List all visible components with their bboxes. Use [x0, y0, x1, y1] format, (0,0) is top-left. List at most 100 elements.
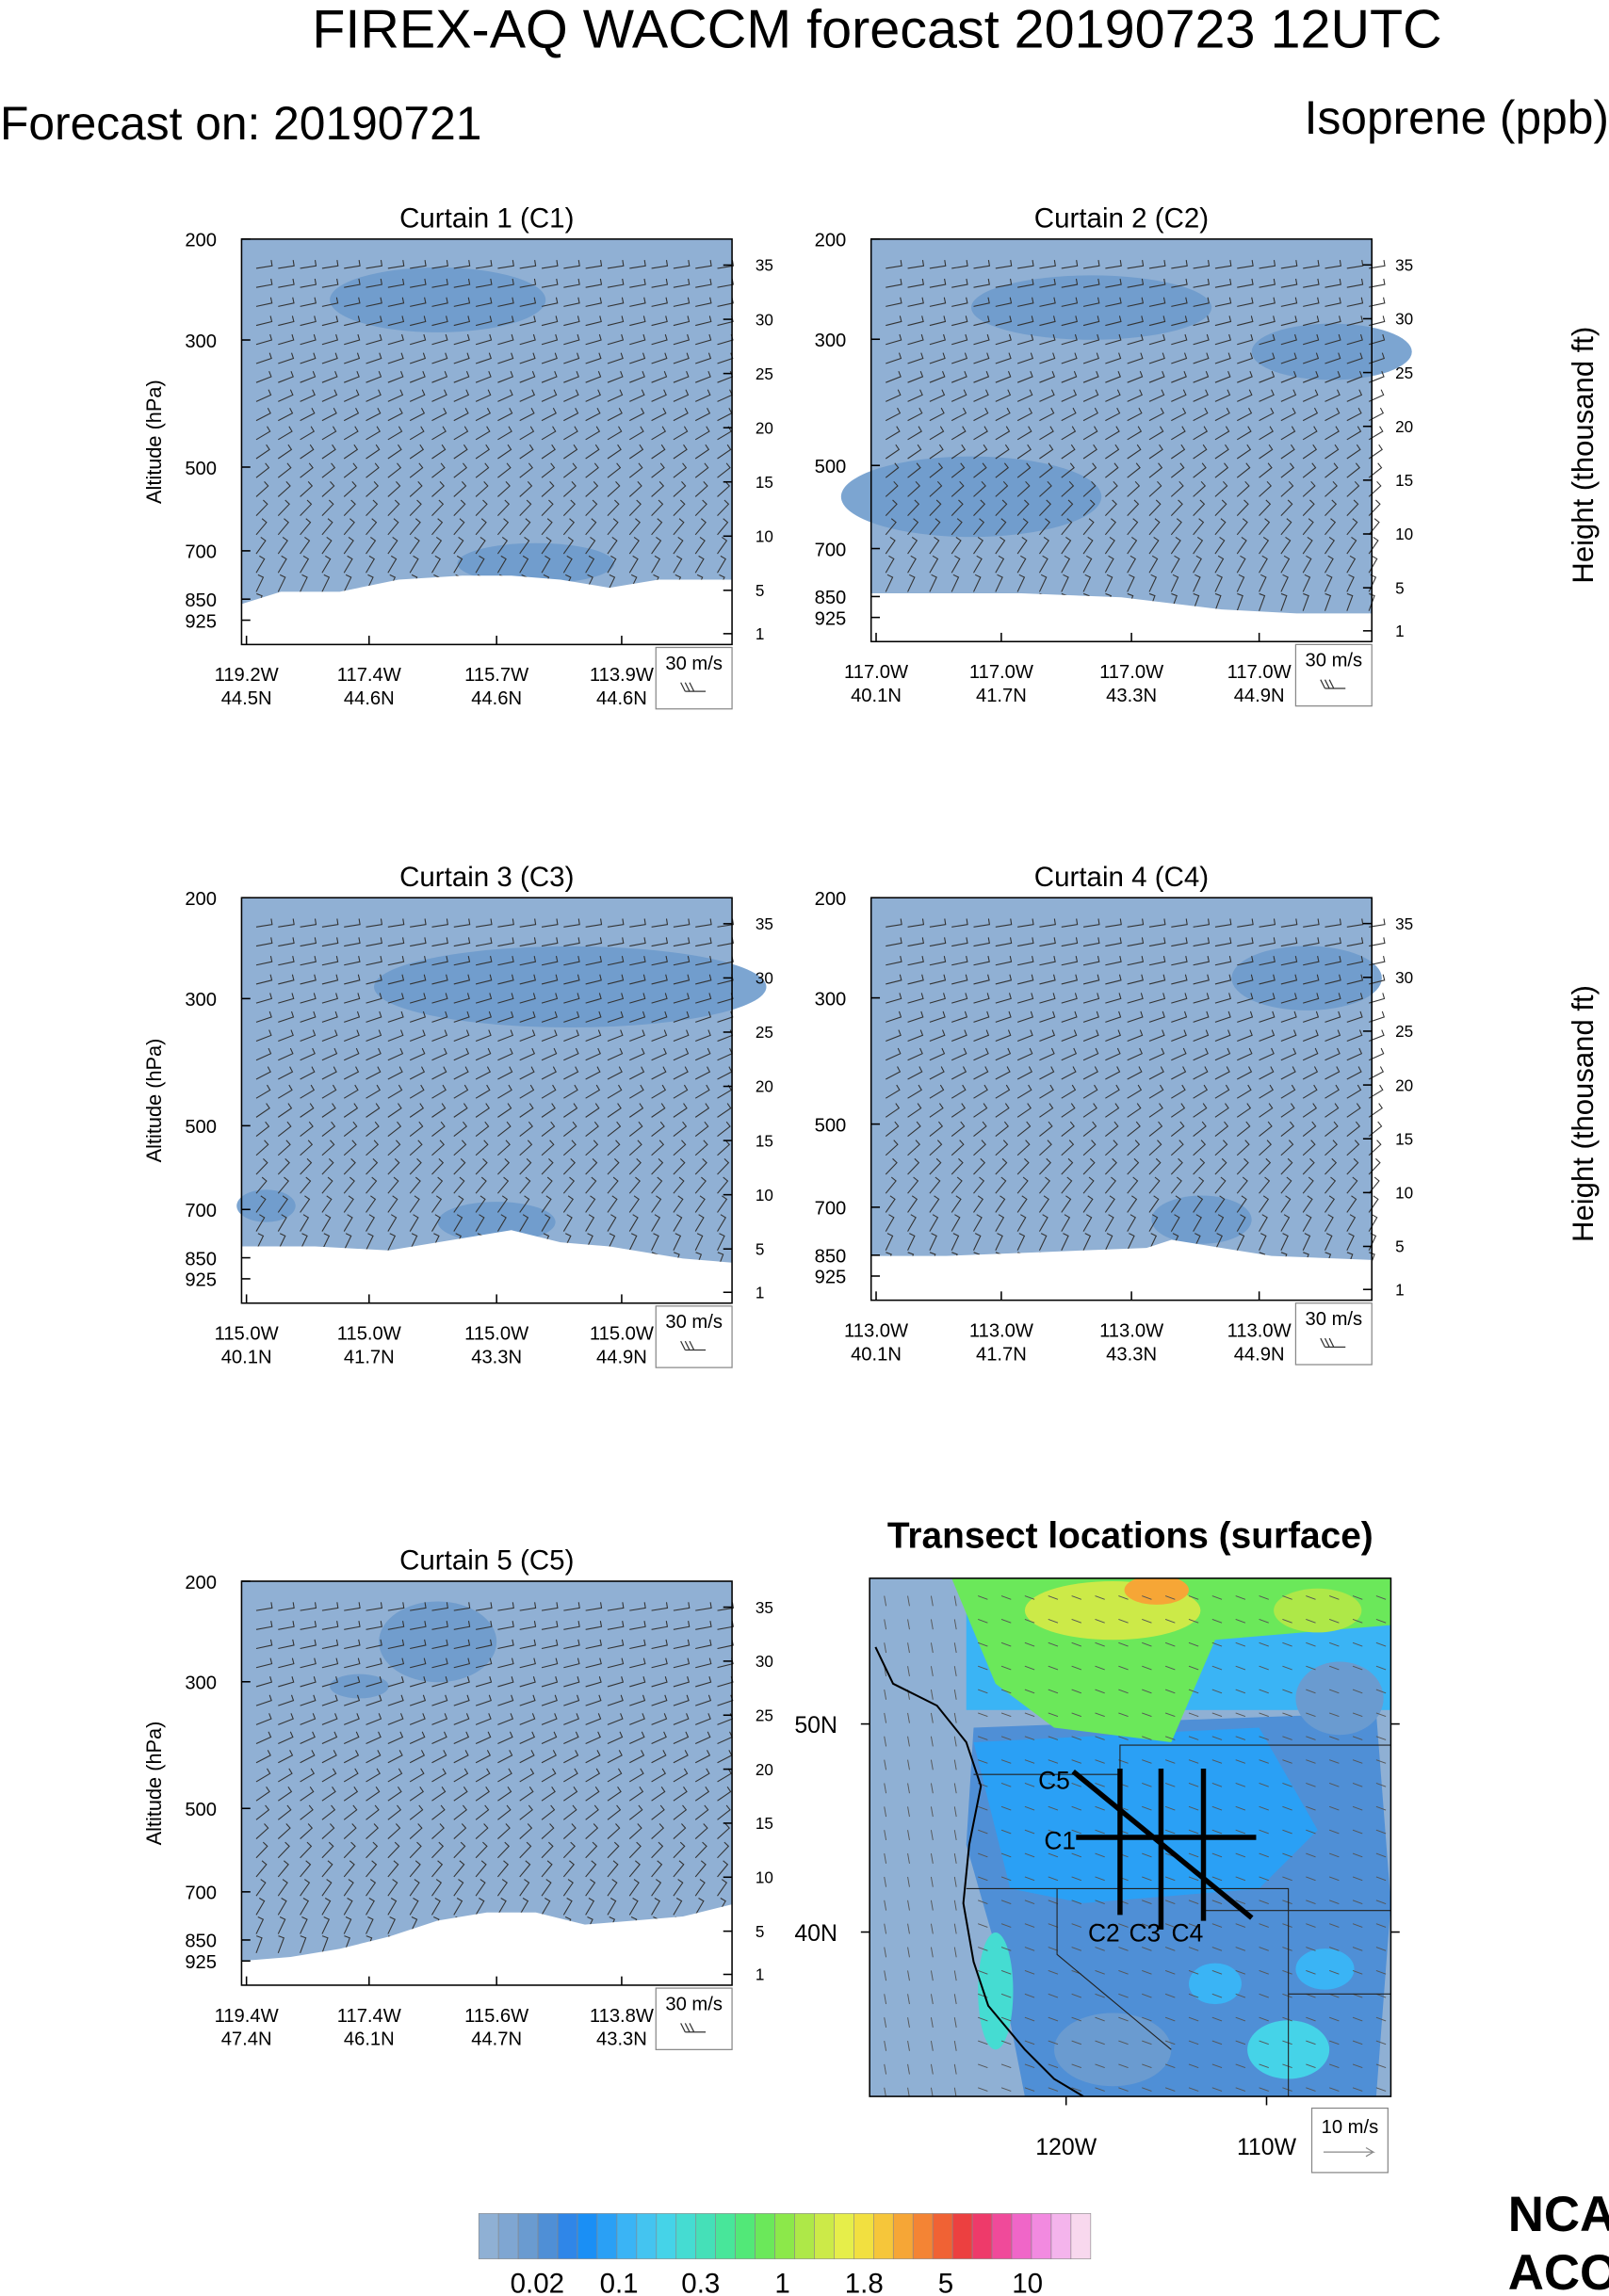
wind-barb	[1368, 444, 1383, 460]
wind-arrow	[1048, 1852, 1059, 1858]
wind-barb	[1104, 1157, 1117, 1175]
panel-title: Curtain 4 (C4)	[1034, 862, 1209, 893]
wind-barb	[1039, 1029, 1056, 1043]
colorbar-box	[873, 2213, 894, 2259]
wind-arrow	[1048, 2040, 1059, 2045]
wind-barb	[607, 278, 625, 288]
terrain	[241, 1230, 733, 1303]
wind-barb	[1016, 1233, 1026, 1252]
wind-barb	[651, 499, 664, 516]
wind-barb	[1259, 1084, 1274, 1099]
wind-barb	[431, 333, 448, 346]
wind-barb	[1171, 1029, 1187, 1043]
wind-barb	[1039, 1047, 1055, 1061]
wind-barb	[929, 352, 946, 364]
wind-barb	[1346, 1066, 1362, 1080]
wind-barb	[651, 1676, 668, 1688]
wind-barb	[1082, 370, 1099, 383]
wind-barb	[1171, 1047, 1187, 1061]
wind-barb	[255, 1787, 270, 1802]
wind-arrow	[884, 2040, 887, 2051]
wind-barb	[475, 1029, 492, 1043]
wind-barb	[321, 537, 333, 555]
wind-barb	[629, 352, 646, 364]
wind-barb	[387, 555, 398, 574]
wind-barb	[885, 1195, 896, 1213]
wind-barb	[453, 1898, 463, 1916]
wind-arrow	[1188, 2063, 1199, 2069]
wind-barb	[1127, 1029, 1144, 1043]
wind-arrow	[1211, 1993, 1223, 1998]
wind-barb	[410, 1676, 427, 1688]
wind-barb	[607, 1103, 622, 1118]
wind-arrow	[1071, 1876, 1082, 1882]
wind-barb	[651, 1639, 668, 1650]
transect-label: C3	[1129, 1918, 1161, 1947]
wind-barb	[1105, 1121, 1119, 1137]
wind-barb	[519, 1750, 535, 1764]
wind-arrow	[907, 1947, 910, 1958]
wind-barb	[1259, 555, 1268, 574]
wind-barb	[387, 1898, 398, 1916]
wind-barb	[1127, 1084, 1143, 1099]
wind-arrow	[978, 1900, 988, 1904]
wind-barb	[387, 1639, 405, 1650]
wind-barb	[1016, 333, 1034, 346]
wind-barb	[431, 1176, 444, 1194]
wind-barb	[973, 1233, 982, 1252]
plot-frame	[240, 238, 733, 646]
wind-barb	[1127, 389, 1143, 402]
wind-barb	[951, 1066, 967, 1080]
wind-barb	[409, 499, 422, 516]
wind-arrow	[978, 1595, 988, 1600]
wind-barb	[607, 1694, 624, 1706]
wind-barb	[562, 518, 576, 536]
wind-barb	[628, 537, 640, 555]
wind-barb	[951, 480, 965, 497]
wind-arrow	[1282, 1829, 1292, 1835]
wind-arrow	[1235, 1923, 1246, 1928]
y2-tick-label: 1	[756, 1966, 765, 1984]
wind-barb	[343, 537, 354, 555]
wind-arrow	[1024, 1876, 1035, 1882]
wind-barb	[907, 555, 917, 574]
wind-barb	[607, 389, 624, 402]
wind-barb	[1193, 260, 1211, 269]
y-axis-label: Altitude (hPa)	[142, 1722, 166, 1846]
wind-barb	[321, 1898, 332, 1916]
wind-barb	[387, 389, 404, 402]
wind-barb	[1369, 260, 1386, 269]
wind-barb	[651, 444, 666, 460]
wind-barb	[300, 315, 317, 327]
wind-arrow	[907, 1970, 910, 1981]
wind-barb	[387, 1768, 403, 1783]
wind-barb	[1193, 297, 1210, 307]
wind-arrow	[1375, 1852, 1387, 1858]
wind-barb	[629, 278, 646, 288]
wind-barb	[673, 1602, 691, 1611]
wind-barb	[343, 1121, 358, 1137]
wind-barb	[475, 1121, 490, 1137]
wind-barb	[410, 278, 427, 288]
wind-barb	[431, 518, 444, 536]
wind-barb	[1237, 1047, 1253, 1061]
wind-barb	[344, 297, 361, 307]
y-tick-label: 850	[185, 590, 217, 611]
wind-arrow	[930, 1994, 934, 2005]
x-tick-label: 40.1N	[851, 1344, 902, 1365]
wind-barb	[563, 1639, 580, 1650]
wind-barb	[1127, 555, 1137, 574]
wind-barb	[475, 1214, 485, 1232]
wind-barb	[475, 499, 488, 516]
colorbar-box	[1031, 2213, 1052, 2259]
wind-barb	[1170, 480, 1184, 497]
wind-barb	[1368, 426, 1384, 441]
wind-barb	[1127, 444, 1142, 460]
wind-barb	[673, 1860, 685, 1878]
wind-barb	[1082, 574, 1092, 592]
wind-barb	[497, 1841, 511, 1859]
wind-barb	[1193, 499, 1206, 516]
wind-barb	[277, 1157, 290, 1175]
wind-barb	[585, 1621, 603, 1630]
wind-arrow	[1164, 1923, 1176, 1928]
